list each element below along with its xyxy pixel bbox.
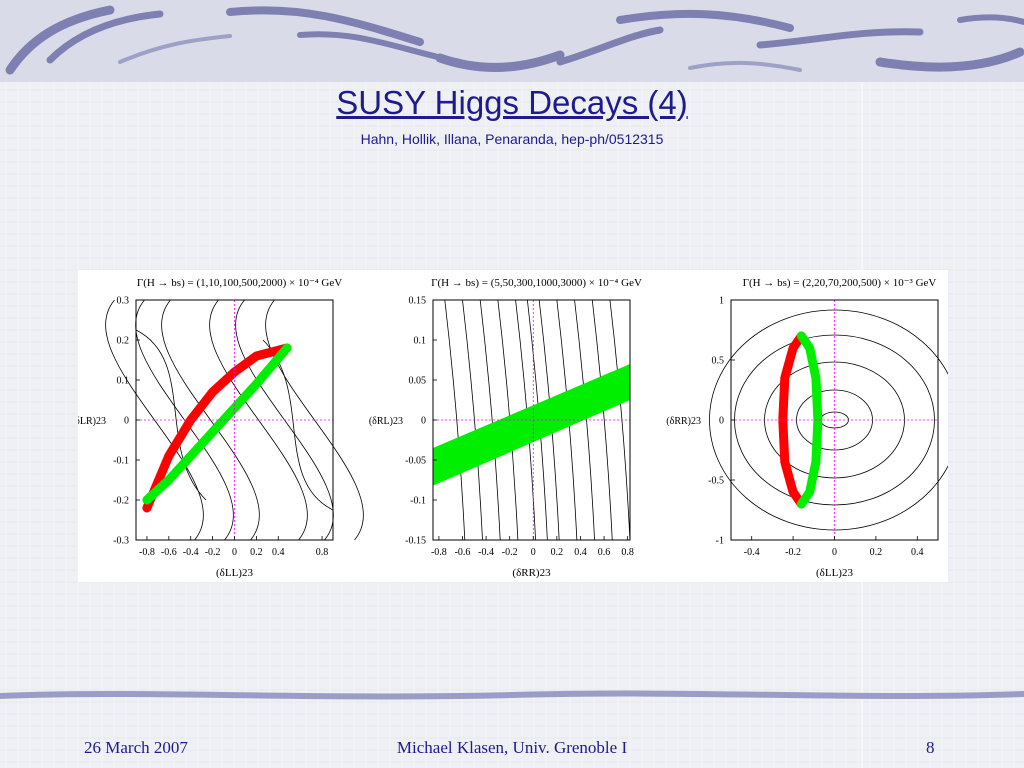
x-tick-label: -0.8 bbox=[431, 547, 447, 558]
y-tick-label: 0.3 bbox=[117, 296, 130, 307]
x-tick-label: 0.4 bbox=[574, 547, 587, 558]
plot-header: Γ(H → bs) = (5,50,300,1000,3000) × 10⁻⁴ … bbox=[431, 277, 642, 289]
contour-line bbox=[135, 329, 207, 501]
allowed-region-green bbox=[142, 343, 292, 505]
plot-1: -0.8 -0.6 -0.4 -0.2 0 0.2 0.4 0.8 -0.3 -0.2 -0.1 0 0… bbox=[78, 277, 364, 579]
y-axis-label: (δRL)23 bbox=[369, 416, 403, 427]
footer-page-number: 8 bbox=[926, 738, 935, 757]
contour-line bbox=[161, 299, 260, 541]
y-tick-label: -0.5 bbox=[708, 476, 724, 487]
allowed-region-red bbox=[142, 343, 292, 513]
plot-2: -0.8 -0.6 -0.4 -0.2 0 0.2 0.4 0.6 0.8 -0.15 -0.1 -0… bbox=[369, 277, 642, 579]
x-tick-label: -0.2 bbox=[502, 547, 518, 558]
x-tick-label: -0.6 bbox=[161, 547, 177, 558]
x-tick-label: 0.8 bbox=[316, 547, 329, 558]
x-tick-label: -0.6 bbox=[455, 547, 471, 558]
y-tick-label: 0.5 bbox=[712, 356, 725, 367]
x-tick-label: 0.4 bbox=[911, 547, 924, 558]
y-tick-label: 0.05 bbox=[409, 376, 427, 387]
y-axis-label: (δLR)23 bbox=[78, 416, 106, 427]
slide-subtitle: Hahn, Hollik, Illana, Penaranda, hep-ph/… bbox=[360, 131, 664, 147]
header-swirl-decoration bbox=[0, 0, 1024, 82]
y-tick-label: 0.1 bbox=[414, 336, 427, 347]
x-tick-label: 0.6 bbox=[598, 547, 611, 558]
x-tick-label: -0.2 bbox=[785, 547, 801, 558]
contour-line bbox=[265, 299, 364, 541]
contour-line bbox=[444, 299, 466, 541]
x-tick-label: 0.2 bbox=[551, 547, 564, 558]
footer-divider bbox=[0, 690, 1024, 700]
allowed-region-red bbox=[778, 331, 806, 509]
contour-plots: -0.8 -0.6 -0.4 -0.2 0 0.2 0.4 0.8 -0.3 -0.2 -0.1 0 0… bbox=[78, 277, 948, 579]
y-tick-label: -1 bbox=[716, 536, 724, 547]
y-tick-label: 0 bbox=[719, 416, 724, 427]
allowed-region-green bbox=[796, 331, 823, 509]
y-tick-label: 0.2 bbox=[117, 336, 130, 347]
contour-line bbox=[591, 299, 613, 541]
x-axis-label: (δRR)23 bbox=[512, 567, 551, 579]
x-tick-label: -0.4 bbox=[478, 547, 494, 558]
y-tick-label: -0.2 bbox=[113, 496, 129, 507]
x-axis-label: (δLL)23 bbox=[816, 567, 853, 579]
x-tick-label: -0.4 bbox=[744, 547, 760, 558]
x-tick-label: -0.4 bbox=[183, 547, 199, 558]
plot-header: Γ(H → bs) = (2,20,70,200,500) × 10⁻³ GeV bbox=[743, 277, 937, 289]
slide-title: SUSY Higgs Decays (4) bbox=[336, 84, 688, 121]
y-tick-label: -0.15 bbox=[405, 536, 426, 547]
contour-line bbox=[105, 299, 204, 541]
contour-line bbox=[209, 299, 308, 541]
x-tick-label: 0 bbox=[531, 547, 536, 558]
allowed-region-band bbox=[433, 364, 630, 486]
x-tick-label: 0 bbox=[232, 547, 237, 558]
footer-date: 26 March 2007 bbox=[84, 738, 188, 757]
y-tick-label: 0 bbox=[421, 416, 426, 427]
y-tick-label: 0.15 bbox=[409, 296, 427, 307]
y-tick-label: -0.1 bbox=[113, 456, 129, 467]
plot-header: Γ(H → bs) = (1,10,100,500,2000) × 10⁻⁴ G… bbox=[137, 277, 342, 289]
x-axis-label: (δLL)23 bbox=[216, 567, 253, 579]
figure-panel: -0.8 -0.6 -0.4 -0.2 0 0.2 0.4 0.8 -0.3 -0.2 -0.1 0 0… bbox=[78, 270, 948, 582]
x-tick-label: 0.2 bbox=[250, 547, 263, 558]
contour-line bbox=[479, 299, 501, 541]
y-tick-label: 1 bbox=[719, 296, 724, 307]
y-axis-label: (δRR)23 bbox=[666, 416, 701, 427]
y-tick-label: -0.3 bbox=[113, 536, 129, 547]
x-tick-label: -0.2 bbox=[205, 547, 221, 558]
y-tick-label: 0 bbox=[124, 416, 129, 427]
x-tick-label: -0.8 bbox=[139, 547, 155, 558]
y-tick-label: -0.1 bbox=[410, 496, 426, 507]
x-tick-label: 0.8 bbox=[621, 547, 634, 558]
plot-3: -0.4 -0.2 0 0.2 0.4 -1 -0.5 0 0.5 1 Γ(H → bs) = (2… bbox=[666, 277, 948, 579]
x-tick-label: 0.4 bbox=[272, 547, 285, 558]
x-tick-label: 0.2 bbox=[870, 547, 883, 558]
x-tick-label: 0 bbox=[832, 547, 837, 558]
y-tick-label: -0.05 bbox=[405, 456, 426, 467]
footer-author: Michael Klasen, Univ. Grenoble I bbox=[396, 738, 628, 757]
y-tick-label: 0.1 bbox=[117, 376, 130, 387]
